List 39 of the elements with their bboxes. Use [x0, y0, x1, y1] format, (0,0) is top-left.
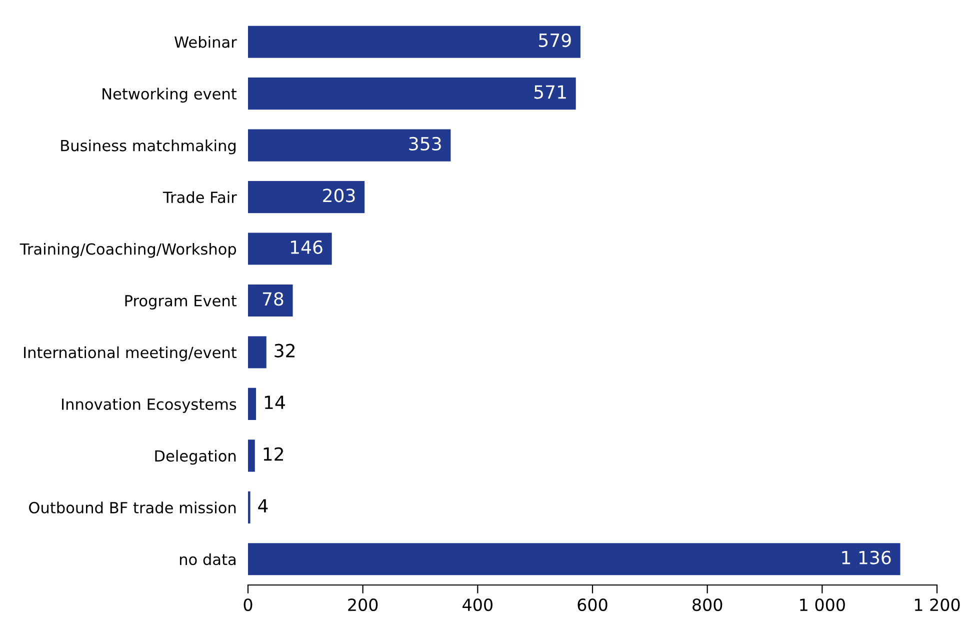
- data-label: 571: [534, 85, 566, 99]
- y-tick-label: Program Event: [125, 295, 237, 310]
- y-tick-label: Webinar: [174, 36, 237, 48]
- data-label: 78: [262, 292, 284, 306]
- y-tick-label: Outbound BF trade mission: [29, 502, 236, 514]
- bar: [248, 181, 365, 214]
- data-label: 579: [539, 33, 571, 48]
- data-label: 4: [258, 499, 268, 512]
- x-tick-label: 200: [348, 598, 378, 612]
- bar: [248, 284, 293, 317]
- y-tick-label: Trade Fair: [162, 191, 237, 204]
- y-tick-label: Innovation Ecosystems: [62, 398, 236, 413]
- y-tick-label: International meeting/event: [24, 346, 237, 362]
- data-label: 32: [274, 344, 294, 358]
- bar: [248, 336, 266, 368]
- y-tick-label: Delegation: [155, 450, 236, 465]
- x-tick-label: 400: [462, 598, 492, 612]
- x-tick-label: 0: [244, 598, 252, 612]
- bar: [248, 388, 256, 420]
- bar: [248, 129, 451, 162]
- x-tick-label: 800: [692, 598, 722, 612]
- x-tick-label: 600: [578, 598, 608, 612]
- bar: [248, 26, 580, 58]
- x-tick-label: 1 200: [914, 598, 960, 612]
- data-label: 1 136: [842, 550, 891, 564]
- y-tick-label: Training/Coaching/Workshop: [20, 242, 236, 258]
- data-label: 203: [323, 188, 355, 202]
- data-label: 14: [264, 396, 285, 409]
- bar: [248, 543, 900, 576]
- y-tick-label: no data: [180, 553, 236, 566]
- data-label: 12: [264, 447, 283, 461]
- bar: [248, 232, 332, 265]
- data-label: 353: [409, 136, 441, 151]
- y-tick-label: Business matchmaking: [61, 140, 236, 154]
- y-tick-label: Networking event: [102, 88, 237, 103]
- bar: [248, 440, 255, 472]
- x-tick-label: 1 000: [800, 598, 845, 612]
- data-label: 146: [291, 240, 322, 254]
- bar: [248, 78, 576, 110]
